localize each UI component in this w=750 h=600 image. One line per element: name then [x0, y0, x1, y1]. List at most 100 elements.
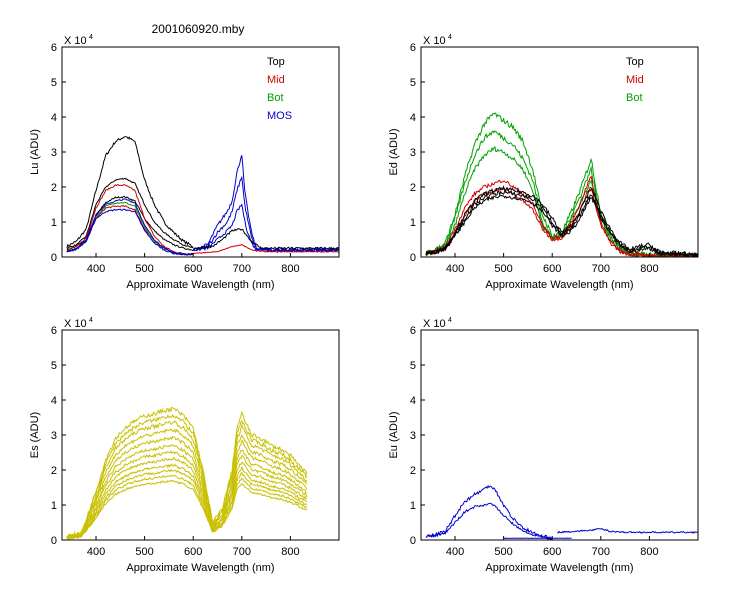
ed-xtick-label: 700 [592, 263, 610, 275]
lu-legend-bot: Bot [267, 92, 284, 104]
ed-ytick-label: 3 [410, 147, 416, 159]
es-series-line-8 [66, 463, 308, 540]
es-xlabel: Approximate Wavelength (nm) [126, 562, 274, 574]
ed-ytick-label: 6 [410, 42, 416, 54]
lu-ytick-label: 3 [51, 147, 57, 159]
ed-xtick-label: 400 [446, 263, 464, 275]
lu-series-line-3 [66, 184, 194, 255]
ed-xtick-label: 600 [543, 263, 561, 275]
es-xtick-label: 600 [184, 546, 202, 558]
ed-ytick-label: 5 [410, 77, 416, 89]
es-series-group [66, 406, 308, 540]
es-series-line-9 [66, 468, 308, 540]
eu-xtick-label: 700 [592, 546, 610, 558]
lu-xtick-label: 400 [87, 263, 105, 275]
eu-ytick-label: 6 [410, 325, 416, 337]
lu-xtick-label: 600 [184, 263, 202, 275]
lu-ytick-label: 1 [51, 217, 57, 229]
eu-xlabel: Approximate Wavelength (nm) [485, 562, 633, 574]
lu-multiplier-exponent: 4 [89, 34, 93, 41]
ed-xlabel: Approximate Wavelength (nm) [485, 279, 633, 291]
ed-series-line-6 [425, 190, 698, 257]
eu-ytick-label: 5 [410, 360, 416, 372]
lu-xtick-label: 500 [135, 263, 153, 275]
ed-series-line-7 [425, 194, 698, 257]
lu-xtick-label: 700 [233, 263, 251, 275]
es-series-line-11 [66, 479, 308, 540]
es-xtick-label: 700 [233, 546, 251, 558]
eu-series-line-0 [425, 484, 553, 540]
es-series-line-3 [66, 428, 308, 539]
eu-ytick-label: 2 [410, 465, 416, 477]
ed-multiplier: X 10 [423, 35, 446, 47]
es-ytick-label: 1 [51, 500, 57, 512]
lu-series-line-6 [66, 198, 194, 256]
lu-series-line-11 [193, 228, 339, 250]
lu-series-group [66, 136, 339, 256]
ed-xtick-label: 500 [494, 263, 512, 275]
ed-series-line-2 [425, 146, 698, 257]
ed-ytick-label: 0 [410, 252, 416, 264]
lu-legend-mid: Mid [267, 74, 285, 86]
es-xtick-label: 500 [135, 546, 153, 558]
es-ytick-label: 5 [51, 360, 57, 372]
eu-ytick-label: 0 [410, 535, 416, 547]
ed-ylabel: Ed (ADU) [388, 128, 400, 175]
es-plot-frame [61, 329, 340, 541]
eu-xtick-label: 500 [494, 546, 512, 558]
es-ytick-label: 0 [51, 535, 57, 547]
lu-series-line-7 [66, 208, 194, 256]
lu-ytick-label: 4 [51, 112, 57, 124]
lu-series-line-0 [66, 136, 194, 249]
lu-plot-frame [61, 46, 340, 258]
es-ytick-label: 3 [51, 430, 57, 442]
es-series-line-10 [66, 474, 308, 540]
es-series-line-6 [66, 450, 308, 540]
eu-ytick-label: 3 [410, 430, 416, 442]
es-multiplier-exponent: 4 [89, 317, 93, 324]
lu-xlabel: Approximate Wavelength (nm) [126, 279, 274, 291]
ed-xtick-label: 800 [640, 263, 658, 275]
eu-multiplier-exponent: 4 [448, 317, 452, 324]
es-multiplier: X 10 [64, 318, 87, 330]
eu-xtick-label: 800 [640, 546, 658, 558]
es-ytick-label: 2 [51, 465, 57, 477]
lu-series-line-1 [66, 177, 194, 250]
eu-ytick-label: 1 [410, 500, 416, 512]
es-series-line-5 [66, 443, 308, 540]
es-xtick-label: 400 [87, 546, 105, 558]
lu-legend-mos: MOS [267, 110, 292, 122]
eu-xtick-label: 600 [543, 546, 561, 558]
lu-ytick-label: 6 [51, 42, 57, 54]
ed-ytick-label: 4 [410, 112, 416, 124]
ed-ytick-label: 2 [410, 182, 416, 194]
ed-legend-bot: Bot [626, 92, 643, 104]
figure-title: 2001060920.mby [152, 22, 245, 36]
es-series-line-0 [66, 406, 308, 539]
es-series-line-7 [66, 456, 308, 539]
es-ylabel: Es (ADU) [29, 412, 41, 458]
ed-legend-mid: Mid [626, 74, 644, 86]
es-series-line-4 [66, 435, 308, 539]
eu-ylabel: Eu (ADU) [388, 411, 400, 458]
lu-series-line-12 [193, 244, 339, 255]
lu-ytick-label: 0 [51, 252, 57, 264]
eu-ytick-label: 4 [410, 395, 416, 407]
ed-series-line-4 [425, 186, 698, 257]
eu-plot-frame [420, 329, 699, 541]
eu-xtick-label: 400 [446, 546, 464, 558]
eu-series-group [425, 484, 698, 540]
es-xtick-label: 800 [281, 546, 299, 558]
ed-legend-top: Top [626, 56, 644, 68]
lu-ylabel: Lu (ADU) [29, 129, 41, 175]
eu-series-line-2 [557, 527, 698, 534]
lu-multiplier: X 10 [64, 35, 87, 47]
es-ytick-label: 4 [51, 395, 57, 407]
ed-series-line-5 [425, 185, 698, 257]
ed-multiplier-exponent: 4 [448, 34, 452, 41]
